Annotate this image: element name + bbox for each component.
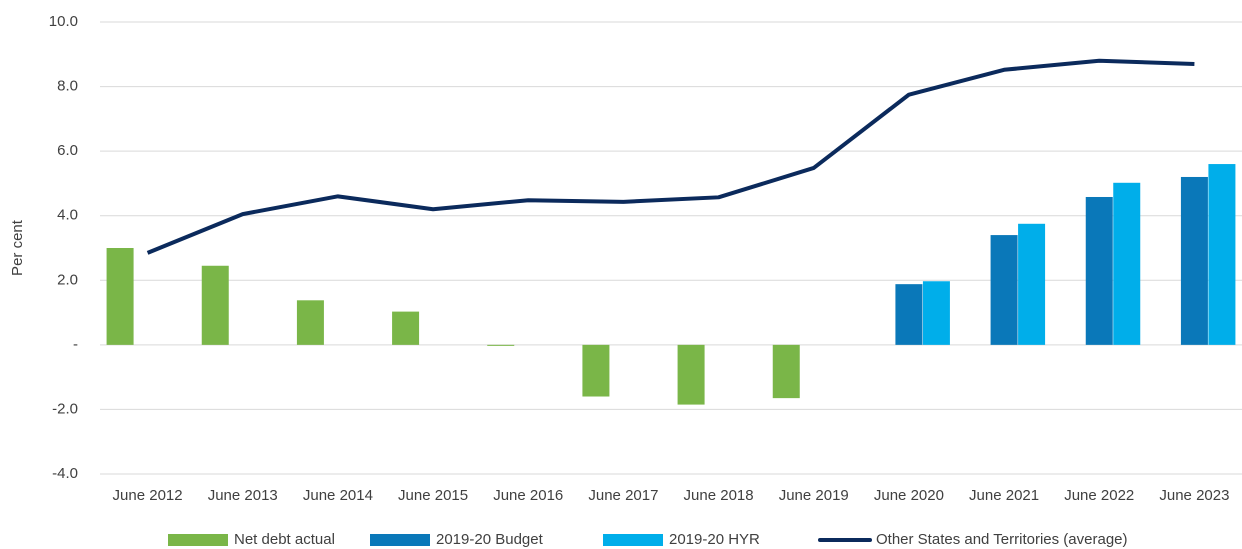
y-axis-label: Per cent <box>9 219 26 276</box>
legend-label: Other States and Territories (average) <box>876 531 1128 548</box>
bar <box>296 300 324 345</box>
x-tick-label: June 2017 <box>588 487 658 504</box>
legend-swatch <box>168 534 228 546</box>
y-tick-label: 4.0 <box>57 207 78 224</box>
bar <box>1113 182 1141 345</box>
bar <box>1180 176 1208 345</box>
y-tick-label: 10.0 <box>49 13 78 30</box>
x-tick-label: June 2020 <box>874 487 944 504</box>
bar <box>392 311 420 345</box>
line <box>146 58 1195 255</box>
bar <box>582 344 610 397</box>
x-tick-label: June 2023 <box>1159 487 1229 504</box>
legend-swatch <box>370 534 430 546</box>
bar <box>1085 196 1113 345</box>
y-tick-label: 2.0 <box>57 271 78 288</box>
x-tick-label: June 2019 <box>779 487 849 504</box>
bar <box>772 344 800 399</box>
bar <box>1208 164 1236 345</box>
x-tick-label: June 2022 <box>1064 487 1134 504</box>
bar <box>677 344 705 405</box>
legend-label: 2019-20 Budget <box>436 531 544 548</box>
bar <box>1018 223 1046 345</box>
y-tick-label: -2.0 <box>52 400 78 417</box>
bar <box>895 284 923 345</box>
bar <box>922 281 950 345</box>
y-tick-label: 8.0 <box>57 78 78 95</box>
bar <box>201 265 229 345</box>
y-tick-label: -4.0 <box>52 465 78 482</box>
bar <box>990 235 1018 345</box>
bar <box>106 248 134 345</box>
y-tick-label: - <box>73 336 78 353</box>
x-tick-label: June 2014 <box>303 487 373 504</box>
x-tick-label: June 2018 <box>684 487 754 504</box>
legend-label: 2019-20 HYR <box>669 531 760 548</box>
x-tick-label: June 2013 <box>208 487 278 504</box>
x-tick-label: June 2016 <box>493 487 563 504</box>
x-tick-label: June 2015 <box>398 487 468 504</box>
x-tick-label: June 2012 <box>113 487 183 504</box>
bar <box>487 344 515 346</box>
y-tick-label: 6.0 <box>57 142 78 159</box>
legend-label: Net debt actual <box>234 531 335 548</box>
legend-swatch <box>603 534 663 546</box>
x-tick-label: June 2021 <box>969 487 1039 504</box>
